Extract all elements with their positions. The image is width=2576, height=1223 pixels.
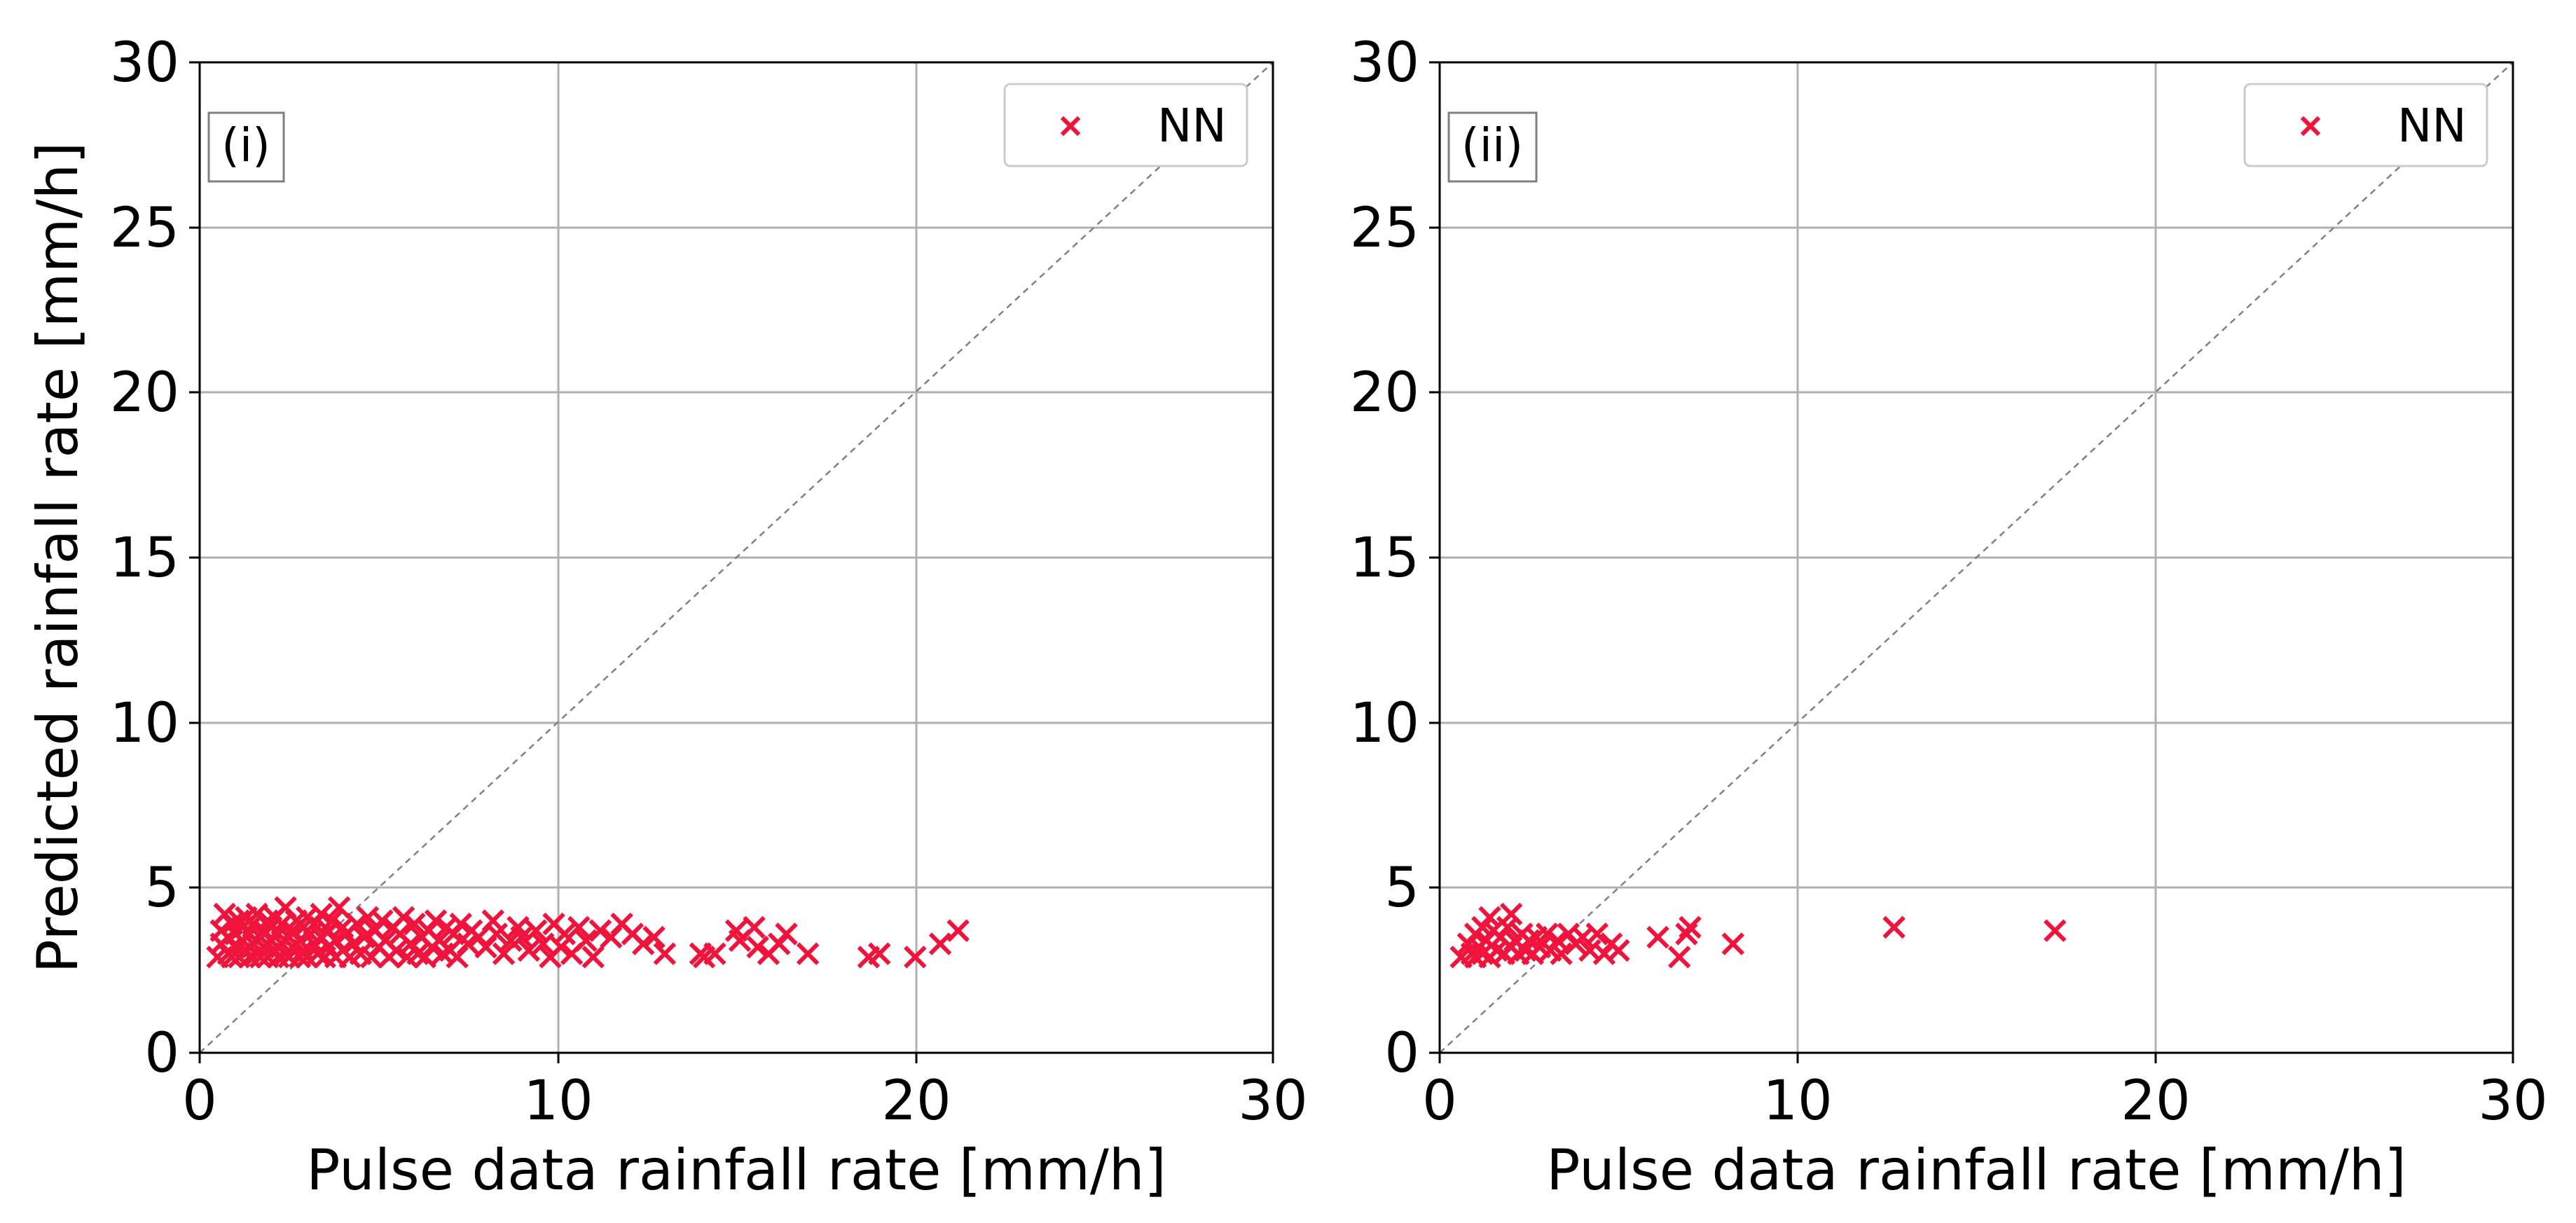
panel-i-y-axis-label: Predicted rainfall rate [mm/h] — [25, 142, 90, 974]
panel-i-label: (i) — [221, 118, 270, 172]
panel-i-nn-marker — [310, 902, 333, 926]
panel-i-nn-marker — [531, 932, 555, 955]
panel-i-nn-marker — [485, 923, 509, 946]
panel-i-legend-marker — [1060, 116, 1081, 137]
panel-i-nn-marker — [796, 942, 820, 965]
panel-ii-nn-marker — [1535, 923, 1559, 946]
panel-i-ytick-label: 30 — [110, 32, 179, 95]
panel-ii-x-ticks: 0 10 20 30 — [1422, 1053, 2548, 1133]
panel-ii-xtick-label: 0 — [1422, 1070, 1457, 1133]
panel-ii-xtick-label: 20 — [2121, 1070, 2190, 1133]
panel-ii-nn-marker — [1721, 932, 1744, 955]
panel-i-label-frame — [207, 111, 285, 183]
panel-i-nn-marker — [642, 925, 666, 949]
panel-i-nn-marker — [392, 906, 415, 929]
panel-i-nn-marker — [904, 946, 927, 969]
panel-ii-legend-label: NN — [2397, 99, 2467, 153]
panel-i-ytick-label: 0 — [144, 1022, 179, 1085]
panel-ii-xtick-label: 30 — [2478, 1070, 2547, 1133]
panel-ii-label: (ii) — [1461, 118, 1523, 172]
panel-i-nn-marker — [703, 942, 726, 965]
panel-ii-ytick-label: 5 — [1384, 857, 1419, 920]
panel-ii-identity-line — [1439, 62, 2514, 1053]
panel-i-ytick-label: 10 — [110, 692, 179, 755]
panel-i-nn-marker — [345, 912, 369, 936]
panel-i-nn-marker — [403, 912, 426, 936]
panel-i-nn-marker — [385, 939, 408, 962]
panel-i-nn-marker — [424, 909, 448, 932]
panel-i-nn-marker — [553, 923, 577, 946]
panel-i-nn-marker — [746, 935, 769, 959]
panel-ii-legend-frame — [2243, 83, 2488, 167]
panel-i-ytick-label: 25 — [110, 197, 179, 260]
panel-i-legend-label: NN — [1157, 99, 1227, 153]
panel-i-identity-line — [199, 62, 1274, 1053]
panel-ii-xtick-label: 10 — [1763, 1070, 1832, 1133]
panel-ii-nn-marker — [1679, 915, 1702, 939]
panel-ii-label-frame — [1447, 111, 1538, 183]
panel-i-nn-marker — [631, 932, 655, 955]
panel-i-nn-marker — [510, 925, 533, 949]
panel-ii-nn-marker — [1667, 946, 1691, 969]
panel-ii-nn-marker — [2044, 919, 2067, 942]
panel-i-nn-marker — [653, 942, 677, 965]
panel-ii-markers — [1449, 902, 2067, 969]
panel-i-legend: NN — [1003, 83, 1248, 167]
panel-i-nn-marker — [946, 919, 970, 942]
panel-ii-nn-marker — [1550, 942, 1573, 965]
panel-i-nn-marker — [743, 915, 766, 939]
panel-i-nn-marker — [524, 919, 548, 942]
panel-ii-legend-marker — [2300, 116, 2321, 137]
panel-i-nn-marker — [327, 896, 351, 919]
panel-i-nn-marker — [775, 923, 798, 946]
panel-ii-ytick-label: 20 — [1350, 361, 1419, 424]
panel-i-nn-marker — [581, 946, 605, 969]
panel-i-nn-marker — [567, 915, 591, 939]
panel-ii-nn-marker — [1646, 925, 1669, 949]
panel-i-legend-frame — [1003, 83, 1248, 167]
panel-i-nn-marker — [492, 942, 516, 965]
panel-ii: 0 5 10 15 20 25 30 0 10 20 30 Pulse data… — [1350, 32, 2548, 1203]
panel-ii-x-axis-label: Pulse data rainfall rate [mm/h] — [1546, 1138, 2406, 1203]
panel-i-nn-marker — [588, 919, 612, 942]
panel-ii-label-box: (ii) — [1447, 111, 1538, 183]
panel-i-nn-marker — [371, 909, 394, 932]
panel-ii-y-ticks: 0 5 10 15 20 25 30 — [1350, 32, 1440, 1085]
panel-i-ytick-label: 15 — [110, 527, 179, 590]
panel-i-nn-marker — [868, 942, 891, 965]
panel-i-xtick-label: 10 — [523, 1070, 593, 1133]
panel-ii-ytick-label: 30 — [1350, 32, 1419, 95]
panel-ii-nn-marker — [1585, 923, 1609, 946]
panel-i-xtick-label: 30 — [1238, 1070, 1307, 1133]
panel-ii-nn-marker — [1499, 902, 1523, 926]
panel-ii-legend: NN — [2243, 83, 2488, 167]
panel-i-nn-marker — [574, 929, 598, 952]
panel-i-nn-marker — [517, 939, 541, 962]
panel-i-markers — [206, 896, 970, 969]
panel-i-x-axis-label: Pulse data rainfall rate [mm/h] — [306, 1138, 1166, 1203]
panel-ii-nn-marker — [1607, 939, 1630, 962]
panel-i-y-ticks: 0 5 10 15 20 25 30 — [110, 32, 200, 1085]
panel-ii-ytick-label: 15 — [1350, 527, 1419, 590]
panel-ii-nn-marker — [1882, 915, 1906, 939]
panel-i-ytick-label: 5 — [144, 857, 179, 920]
panel-ii-ytick-label: 10 — [1350, 692, 1419, 755]
panel-ii-ytick-label: 25 — [1350, 197, 1419, 260]
panel-i-label-box: (i) — [207, 111, 285, 183]
panel-i-x-ticks: 0 10 20 30 — [182, 1053, 1308, 1133]
panel-i-ytick-label: 20 — [110, 361, 179, 424]
panel-i-nn-marker — [928, 932, 952, 955]
panel-i-nn-marker — [352, 925, 376, 949]
panel-i-xtick-label: 20 — [881, 1070, 951, 1133]
panel-i-nn-marker — [449, 912, 473, 936]
panel-i: 0 5 10 15 20 25 30 0 10 20 30 Pulse data… — [25, 32, 1308, 1203]
panel-ii-ytick-label: 0 — [1384, 1022, 1419, 1085]
panel-i-xtick-label: 0 — [182, 1070, 217, 1133]
